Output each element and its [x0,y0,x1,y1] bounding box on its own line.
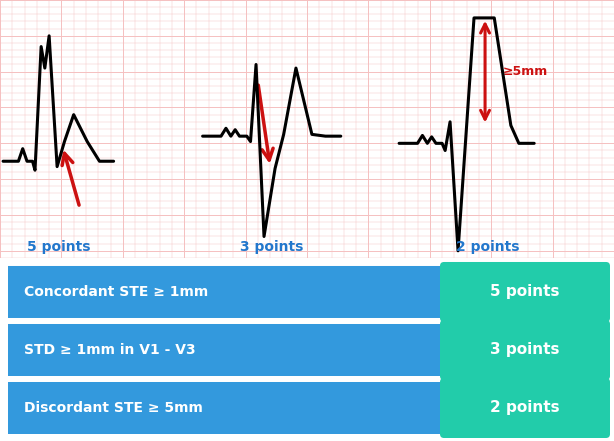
Polygon shape [8,382,460,434]
Text: 2 points: 2 points [490,400,560,415]
FancyBboxPatch shape [440,262,610,322]
Text: 3 points: 3 points [240,240,304,254]
Polygon shape [8,324,460,376]
Polygon shape [8,266,460,318]
Text: 3 points: 3 points [490,343,560,358]
Text: ≥5mm: ≥5mm [502,65,548,78]
Text: 5 points: 5 points [26,240,90,254]
Text: Discordant STE ≥ 5mm: Discordant STE ≥ 5mm [24,401,203,415]
Text: Concordant STE ≥ 1mm: Concordant STE ≥ 1mm [24,285,208,299]
Text: 2 points: 2 points [456,240,520,254]
Text: 5 points: 5 points [490,284,560,299]
Text: STD ≥ 1mm in V1 - V3: STD ≥ 1mm in V1 - V3 [24,343,196,357]
FancyBboxPatch shape [440,320,610,380]
FancyBboxPatch shape [440,378,610,438]
